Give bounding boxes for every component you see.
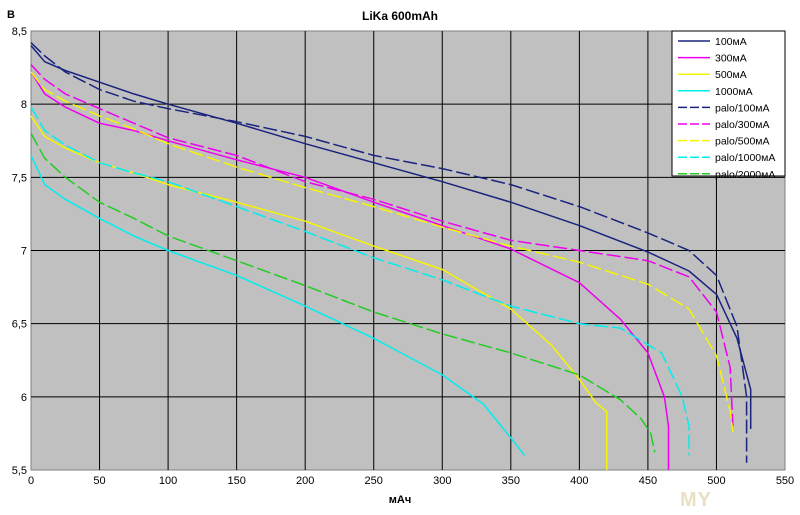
x-tick-label: 200 <box>296 475 314 487</box>
legend-label: 1000мА <box>715 86 753 98</box>
series-line-palo-1000 <box>30 106 690 456</box>
series-line-palo-2000 <box>30 133 656 453</box>
series-line-palo-500 <box>30 71 734 433</box>
legend-label: palo/300мА <box>715 119 770 131</box>
series-line-300 <box>30 71 670 470</box>
y-tick-label: 5,5 <box>12 465 27 477</box>
x-tick-label: 300 <box>433 475 451 487</box>
y-tick-label: 7,5 <box>12 172 27 184</box>
y-tick-labels: 5,5 6 6,5 7 7,5 8 8,5 <box>12 26 27 477</box>
legend-label: 300мА <box>715 53 747 65</box>
legend-label: 500мА <box>715 69 747 81</box>
x-tick-label: 550 <box>776 475 794 487</box>
y-tick-label: 6,5 <box>12 319 27 331</box>
legend: 100мА 300мА 500мА 1000мА palo/100мА palo/300м… <box>671 30 786 181</box>
y-tick-label: 6 <box>21 392 27 404</box>
x-tick-label: 250 <box>365 475 383 487</box>
legend-label: 100мА <box>715 36 747 48</box>
chart-title: LiKa 600mAh <box>362 9 438 23</box>
legend-label: palo/2000мА <box>715 169 775 181</box>
series-line-palo-100 <box>30 42 748 463</box>
legend-box <box>671 30 786 177</box>
x-tick-label: 400 <box>570 475 588 487</box>
x-tick-label: 0 <box>28 475 34 487</box>
x-tick-labels: 0 50 100 150 200 250 300 350 400 450 500 550 <box>28 475 794 487</box>
x-axis-label: мАч <box>389 494 411 506</box>
series-line-500 <box>30 115 608 470</box>
x-tick-label: 100 <box>159 475 177 487</box>
y-tick-label: 8,5 <box>12 26 27 38</box>
watermark-text: MY <box>680 489 712 511</box>
y-tick-label: 7 <box>21 246 27 258</box>
x-tick-label: 50 <box>93 475 105 487</box>
y-axis-label: В <box>7 9 15 21</box>
series-group <box>30 42 752 470</box>
legend-label: palo/500мА <box>715 136 770 148</box>
legend-label: palo/1000мА <box>715 152 775 164</box>
y-tick-label: 8 <box>21 99 27 111</box>
series-line-1000 <box>30 155 526 456</box>
x-tick-label: 350 <box>502 475 520 487</box>
x-tick-label: 150 <box>227 475 245 487</box>
x-tick-label: 500 <box>707 475 725 487</box>
series-line-100 <box>30 45 752 429</box>
legend-label: palo/100мА <box>715 102 770 114</box>
x-tick-label: 450 <box>639 475 657 487</box>
grid <box>31 31 785 470</box>
series-line-palo-300 <box>30 64 734 427</box>
